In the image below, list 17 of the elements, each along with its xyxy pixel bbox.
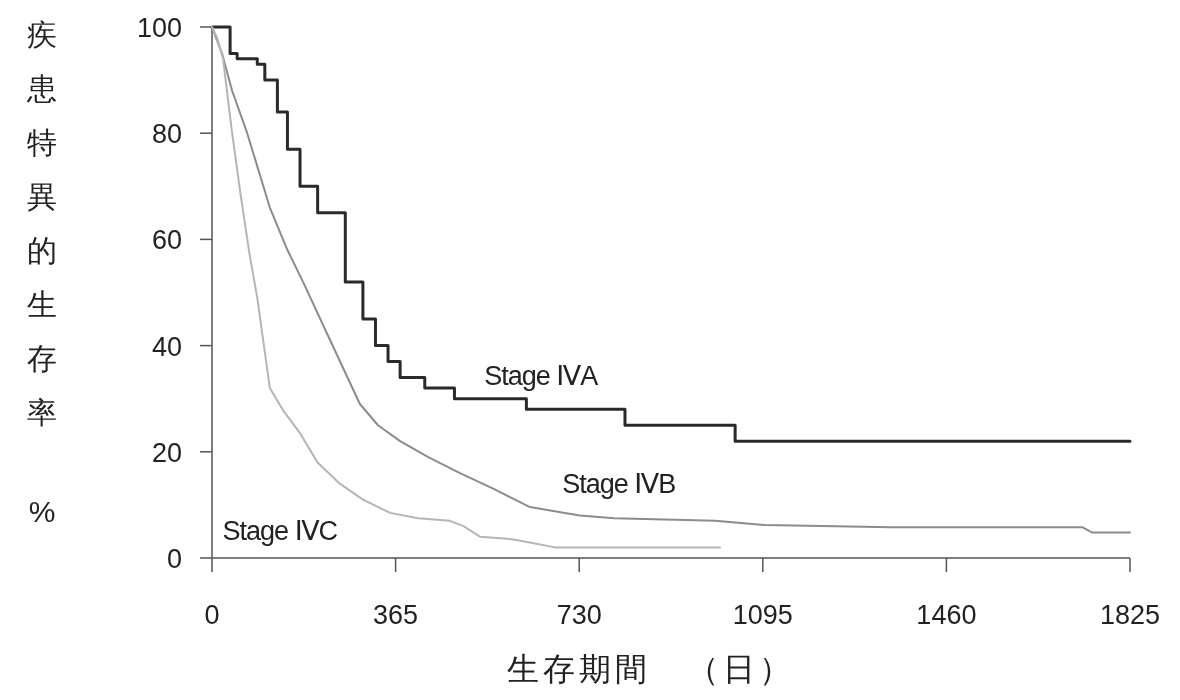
y-tick-label: 40 (151, 331, 182, 362)
x-tick-label: 0 (204, 600, 220, 630)
x-tick-label: 1460 (916, 600, 977, 630)
y-tick-label: 0 (166, 544, 182, 574)
x-tick-label: 730 (556, 600, 602, 630)
y-tick-label: 80 (151, 119, 182, 150)
y-tick-label: 100 (136, 13, 182, 43)
y-tick-label: 20 (151, 437, 182, 468)
x-axis-title: 生存期間 （日） (507, 651, 795, 687)
series-label: Stage ⅣC (222, 516, 338, 546)
x-tick-label: 365 (373, 600, 419, 630)
x-tick-label: 1095 (732, 600, 793, 630)
y-tick-label: 60 (151, 225, 182, 256)
series-label: Stage ⅣB (562, 469, 676, 500)
text: 疾患特異的生存率 % (27, 18, 57, 528)
x-tick-label: 1825 (1099, 600, 1161, 630)
series-label: Stage ⅣA (484, 360, 599, 391)
